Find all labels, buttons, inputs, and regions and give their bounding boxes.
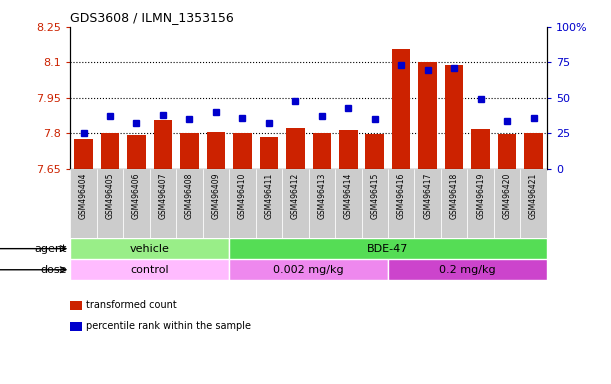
Text: GSM496414: GSM496414	[344, 172, 353, 219]
Bar	[494, 169, 521, 238]
Bar	[392, 50, 411, 169]
Bar	[524, 133, 543, 169]
Text: GSM496406: GSM496406	[132, 172, 141, 219]
Bar	[339, 130, 357, 169]
Text: percentile rank within the sample: percentile rank within the sample	[86, 321, 251, 331]
Bar	[419, 63, 437, 169]
Text: GSM496412: GSM496412	[291, 172, 300, 218]
Bar	[260, 137, 278, 169]
Bar	[313, 133, 331, 169]
Text: 0.002 mg/kg: 0.002 mg/kg	[273, 265, 344, 275]
Bar	[127, 135, 145, 169]
Text: GSM496410: GSM496410	[238, 172, 247, 219]
Bar	[229, 259, 388, 280]
Bar	[75, 139, 93, 169]
Bar	[233, 134, 252, 169]
Bar	[445, 65, 463, 169]
Bar	[388, 169, 414, 238]
Bar	[414, 169, 441, 238]
Bar	[229, 169, 255, 238]
Bar	[498, 134, 516, 169]
Bar	[309, 169, 335, 238]
Bar	[362, 169, 388, 238]
Bar	[207, 132, 225, 169]
Bar	[150, 169, 176, 238]
Bar	[365, 134, 384, 169]
Text: GSM496409: GSM496409	[211, 172, 221, 219]
Text: GSM496415: GSM496415	[370, 172, 379, 219]
Text: 0.2 mg/kg: 0.2 mg/kg	[439, 265, 496, 275]
Bar	[203, 169, 229, 238]
Bar	[70, 259, 229, 280]
Bar	[154, 121, 172, 169]
Text: GSM496411: GSM496411	[265, 172, 273, 218]
Text: vehicle: vehicle	[130, 243, 170, 254]
Text: GSM496419: GSM496419	[476, 172, 485, 219]
Bar	[388, 259, 547, 280]
Text: GSM496418: GSM496418	[450, 172, 459, 218]
Text: GSM496420: GSM496420	[503, 172, 511, 219]
Bar	[441, 169, 467, 238]
Text: transformed count: transformed count	[86, 300, 177, 310]
Text: GDS3608 / ILMN_1353156: GDS3608 / ILMN_1353156	[70, 11, 234, 24]
Bar	[467, 169, 494, 238]
Text: GSM496408: GSM496408	[185, 172, 194, 219]
Text: GSM496413: GSM496413	[317, 172, 326, 219]
Text: GSM496405: GSM496405	[106, 172, 114, 219]
Text: GSM496407: GSM496407	[158, 172, 167, 219]
Bar	[70, 169, 97, 238]
Bar	[176, 169, 203, 238]
Bar	[286, 127, 305, 169]
Bar	[101, 134, 119, 169]
Text: GSM496417: GSM496417	[423, 172, 432, 219]
Bar	[521, 169, 547, 238]
Bar	[180, 134, 199, 169]
Bar	[282, 169, 309, 238]
Bar	[255, 169, 282, 238]
Text: GSM496404: GSM496404	[79, 172, 88, 219]
Bar	[472, 129, 490, 169]
Bar	[97, 169, 123, 238]
Bar	[335, 169, 362, 238]
Text: dose: dose	[41, 265, 67, 275]
Text: control: control	[130, 265, 169, 275]
Bar	[123, 169, 150, 238]
Bar	[229, 238, 547, 259]
Bar	[70, 238, 229, 259]
Text: BDE-47: BDE-47	[367, 243, 409, 254]
Text: agent: agent	[35, 243, 67, 254]
Text: GSM496421: GSM496421	[529, 172, 538, 218]
Text: GSM496416: GSM496416	[397, 172, 406, 219]
